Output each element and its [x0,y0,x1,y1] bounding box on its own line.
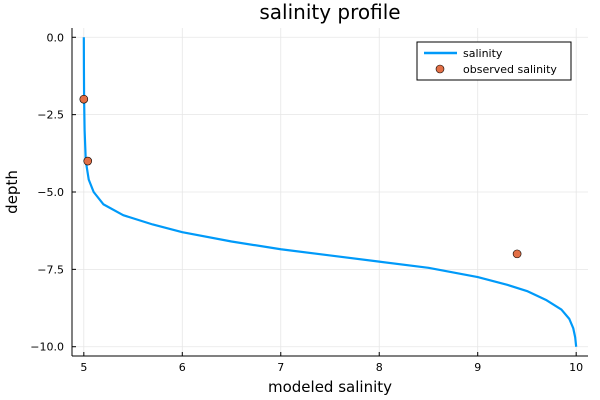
y-tick-label: −2.5 [37,109,64,122]
observed-salinity-point [79,94,89,104]
chart-title: salinity profile [259,0,400,24]
y-tick-label: −5.0 [37,186,64,199]
x-tick-label: 8 [376,361,383,374]
x-tick-label: 9 [474,361,481,374]
legend-box [416,41,572,81]
x-axis-label: modeled salinity [268,378,392,396]
x-tick-label: 5 [80,361,87,374]
y-axis-label: depth [3,170,21,214]
y-tick-label: 0.0 [47,31,65,44]
legend-swatch-observed-salinity [435,64,445,74]
observed-salinity-point [512,249,522,259]
x-tick-label: 10 [569,361,583,374]
y-tick-label: −10.0 [30,341,64,354]
observed-salinity-point [83,156,93,166]
x-tick-label: 6 [179,361,186,374]
legend-label-observed-salinity: observed salinity [463,63,557,76]
y-ticks: 0.0 −2.5 −5.0 −7.5 −10.0 [30,31,76,354]
plot-area [79,37,578,347]
legend-label-salinity: salinity [463,47,503,60]
x-tick-label: 7 [277,361,284,374]
legend: salinity observed salinity [416,41,572,81]
grid [72,28,588,356]
y-tick-label: −7.5 [37,263,64,276]
x-ticks: 5 6 7 8 9 10 [80,352,583,374]
